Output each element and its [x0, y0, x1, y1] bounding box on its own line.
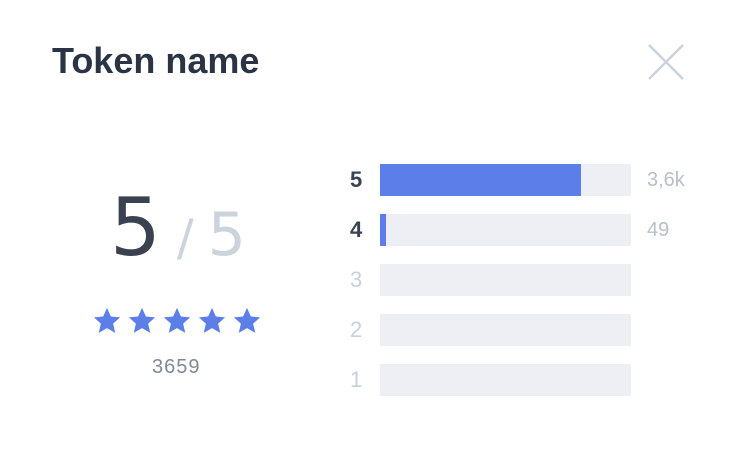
rating-bar-track [380, 164, 631, 196]
star-icon [233, 307, 261, 333]
dialog-title: Token name [52, 40, 260, 81]
rating-row-label: 2 [350, 317, 363, 342]
rating-row-1: 1 [340, 364, 720, 396]
star-icon [198, 307, 226, 333]
rating-row-label: 1 [350, 367, 363, 392]
rating-count: 3659 [152, 356, 201, 378]
rating-row-label: 5 [350, 167, 363, 192]
rating-row-4: 4 49 [340, 214, 720, 246]
score-separator: / [176, 209, 194, 267]
star-rating [92, 306, 262, 336]
rating-bar-track [380, 314, 631, 346]
rating-bar-fill [380, 164, 581, 196]
star-icon [128, 307, 156, 333]
rating-row-count: 3,6k [647, 169, 685, 191]
score-value: 5 [110, 181, 161, 274]
rating-row-label: 3 [350, 267, 363, 292]
score-max: 5 [207, 200, 246, 270]
rating-bar-track [380, 364, 631, 396]
rating-row-5: 5 3,6k [340, 164, 720, 196]
rating-row-3: 3 [340, 264, 720, 296]
rating-bar-fill [380, 214, 387, 246]
close-icon [648, 44, 684, 80]
star-icon [163, 307, 191, 333]
rating-row-count: 49 [647, 219, 670, 241]
rating-row-2: 2 [340, 314, 720, 346]
rating-row-label: 4 [350, 217, 363, 242]
rating-bar-track [380, 214, 631, 246]
average-score: 5 / 5 [110, 188, 246, 268]
star-icon [93, 307, 121, 333]
close-button[interactable] [646, 42, 686, 82]
rating-bar-track [380, 264, 631, 296]
